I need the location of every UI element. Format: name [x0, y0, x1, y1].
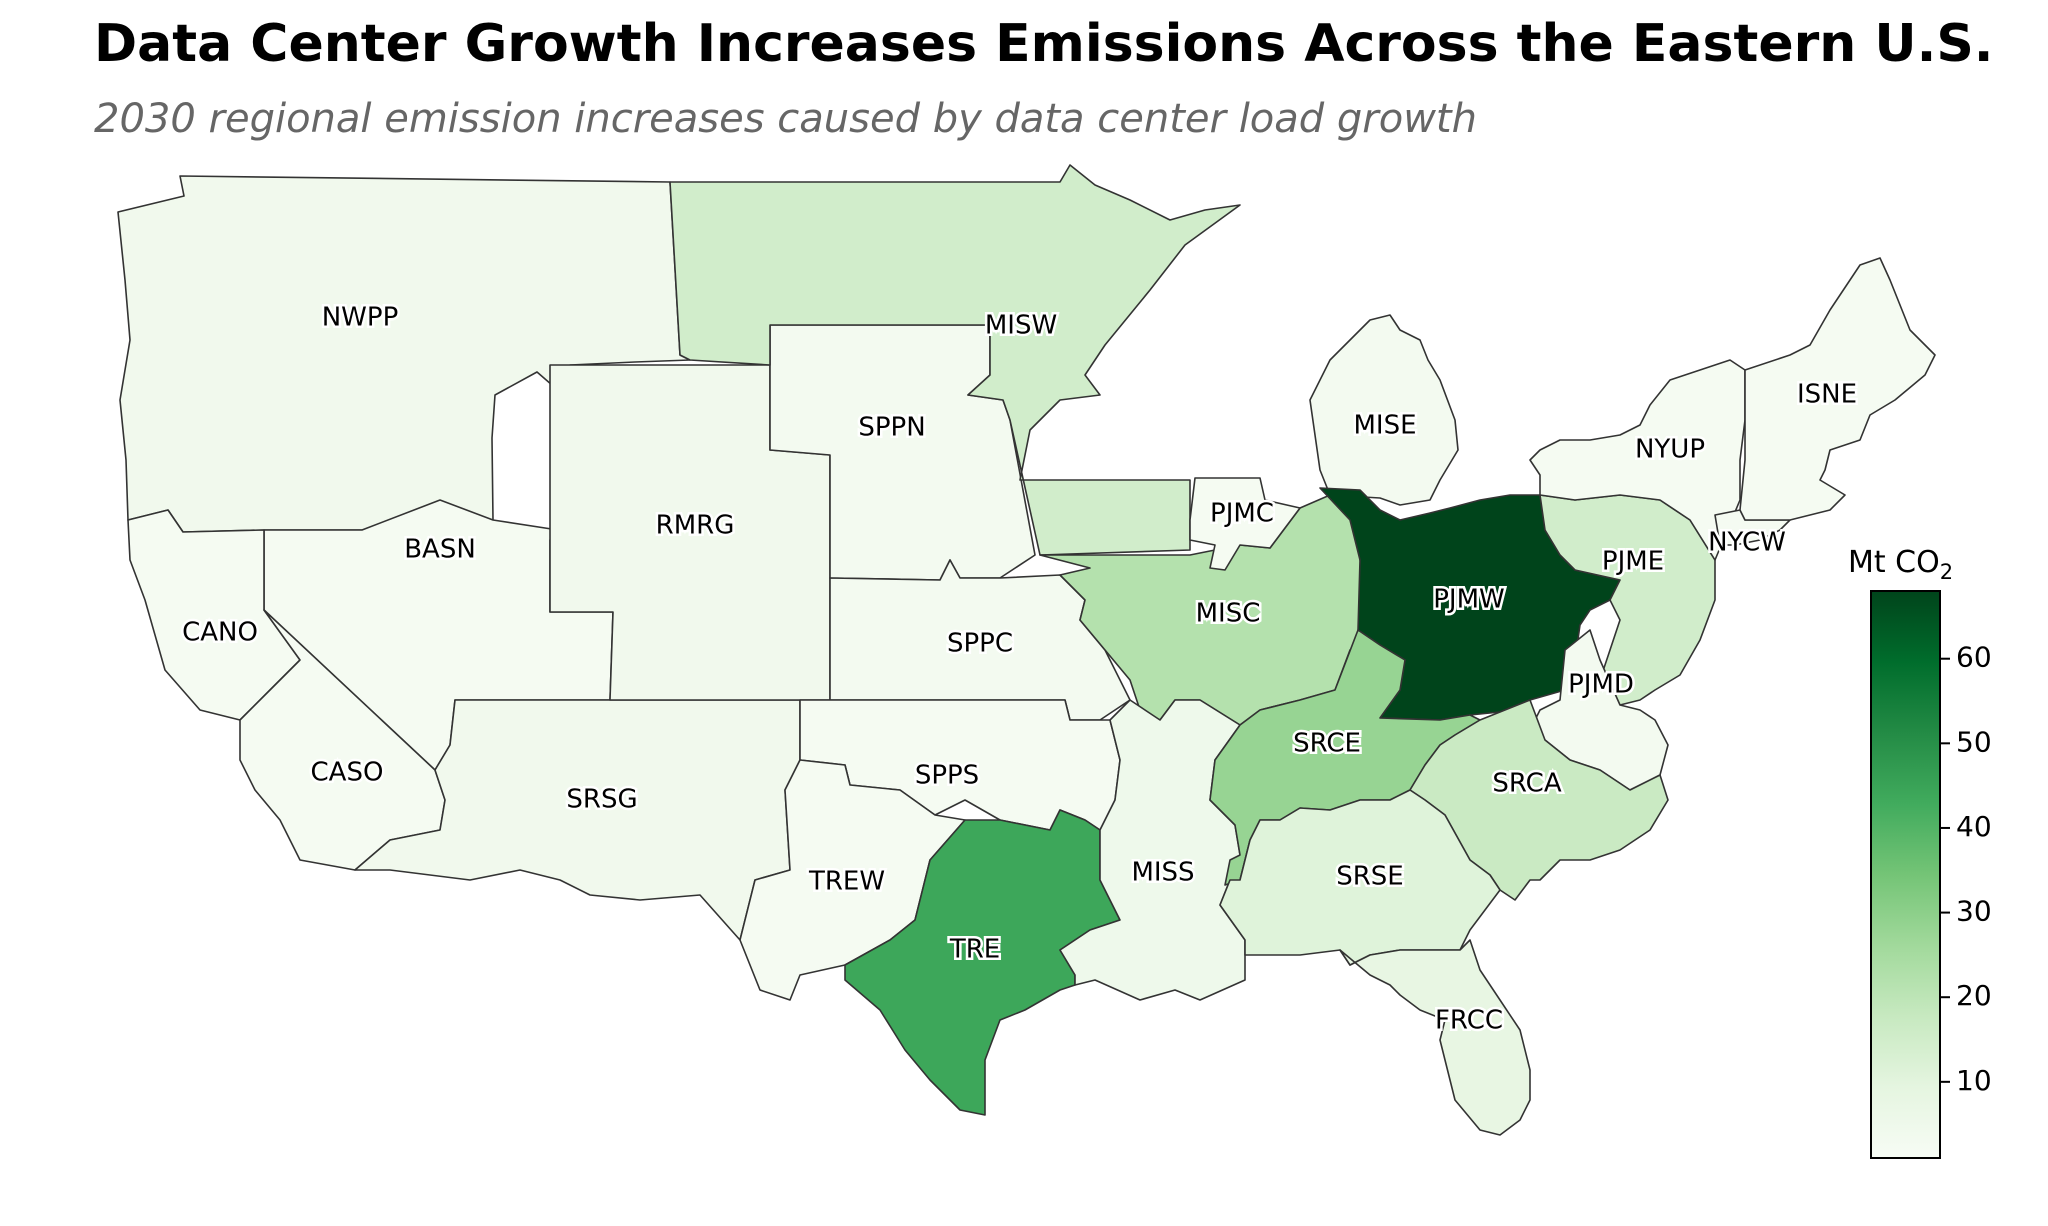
region-label-misw: MISW [985, 311, 1057, 341]
colorbar-tick-label: 60 [1956, 641, 1992, 674]
region-label-sppc: SPPC [947, 629, 1013, 659]
region-label-srsg: SRSG [566, 785, 637, 815]
region-label-layer: NWPP BASN CANO CASO SRSG RMRG SPPN SPPC … [180, 300, 1860, 1038]
map-subtitle: 2030 regional emission increases caused … [94, 96, 1477, 142]
region-isne[interactable] [1739, 257, 1936, 521]
region-label-miss: MISS [1131, 858, 1194, 888]
colorbar-ticks: 10 20 30 40 50 60 [1940, 641, 1992, 1097]
colorbar-tick-label: 10 [1956, 1064, 1992, 1097]
region-label-rmrg: RMRG [656, 511, 735, 541]
region-tre[interactable] [844, 809, 1121, 1116]
colorbar-legend: Mt CO2 10 20 30 40 50 60 [1848, 545, 1992, 1159]
colorbar-tick-label: 40 [1956, 810, 1992, 843]
region-label-nycw: NYCW [1708, 528, 1786, 558]
region-label-frcc: FRCC [1435, 1006, 1503, 1036]
region-label-isne: ISNE [1797, 380, 1857, 410]
colorbar-title: Mt CO2 [1848, 545, 1953, 584]
map-title: Data Center Growth Increases Emissions A… [94, 14, 1994, 74]
region-label-caso: CASO [311, 758, 384, 788]
region-label-tre: TRE [949, 935, 1000, 965]
region-label-srca: SRCA [1492, 769, 1561, 799]
region-layer [117, 164, 1936, 1136]
region-label-spps: SPPS [915, 761, 979, 791]
region-label-mise: MISE [1353, 411, 1416, 441]
region-srse[interactable] [1219, 789, 1501, 966]
region-label-sppn: SPPN [858, 413, 925, 443]
region-label-pjmd: PJMD [1568, 670, 1634, 700]
region-label-nyup: NYUP [1635, 435, 1705, 465]
region-label-trew: TREW [808, 867, 885, 897]
region-pjmc[interactable] [1189, 477, 1301, 571]
region-label-misc: MISC [1196, 599, 1261, 629]
region-label-srse: SRSE [1336, 862, 1404, 892]
colorbar-tick-label: 30 [1956, 895, 1992, 928]
region-label-cano: CANO [182, 618, 258, 648]
region-label-pjmc: PJMC [1210, 499, 1274, 529]
colorbar-gradient [1870, 590, 1941, 1159]
region-label-pjmw: PJMW [1433, 585, 1505, 615]
region-frcc[interactable] [1339, 939, 1531, 1136]
region-label-nwpp: NWPP [322, 303, 399, 333]
region-label-srce: SRCE [1293, 729, 1361, 759]
region-label-basn: BASN [404, 535, 476, 565]
region-misw[interactable] [669, 164, 1241, 556]
region-label-pjme: PJME [1602, 547, 1664, 577]
colorbar-tick-label: 50 [1956, 725, 1992, 758]
region-mise[interactable] [1309, 314, 1459, 506]
colorbar-tick-label: 20 [1956, 979, 1992, 1012]
